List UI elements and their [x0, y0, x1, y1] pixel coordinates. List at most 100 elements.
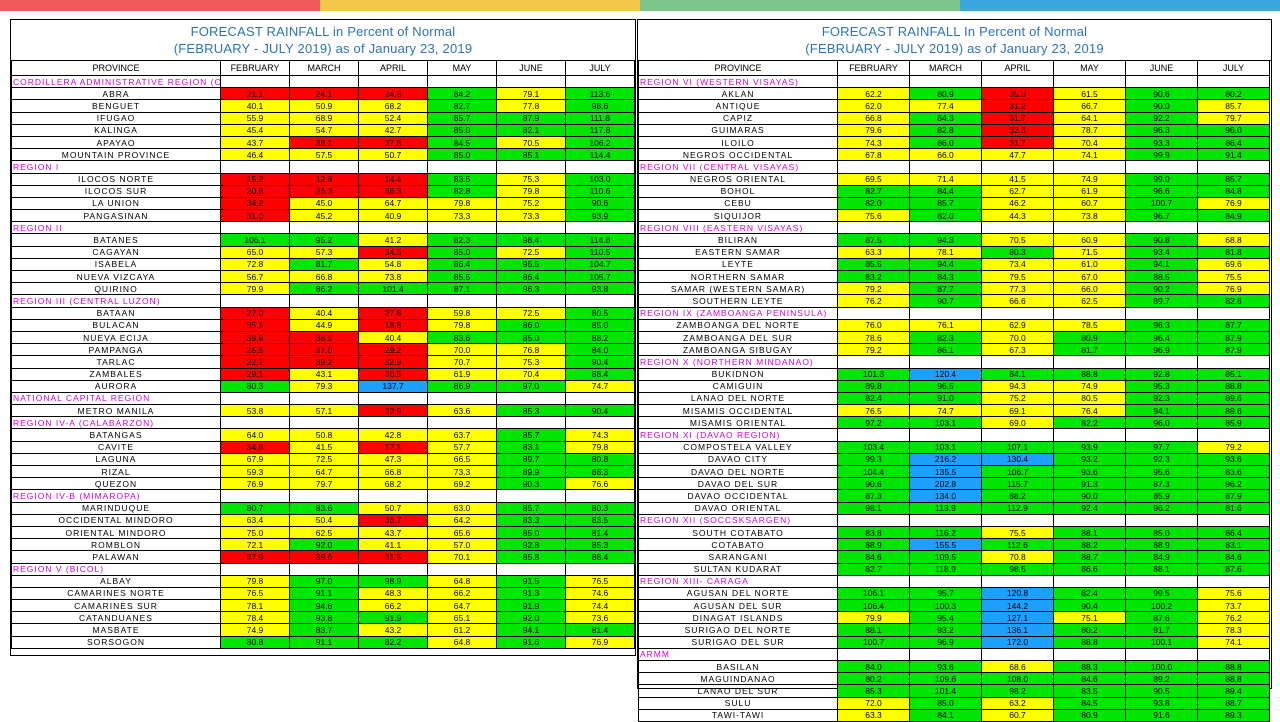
province-row: LANAO DEL SUR 85.3 101.4 98.2 83.5 90.5 89.4 [638, 684, 1270, 698]
empty-cell [909, 160, 982, 174]
rainfall-value-cell: 68.9 [289, 111, 359, 125]
rainfall-value-cell: 84.2 [427, 87, 497, 101]
rainfall-value-cell: 82.8 [427, 184, 497, 198]
rainfall-value-cell: 80.8 [220, 635, 290, 649]
rainfall-value-cell: 76.9 [220, 477, 290, 491]
rainfall-value-cell: 85.5 [427, 269, 497, 284]
column-header: FEBRUARY [220, 60, 290, 76]
empty-cell [496, 416, 566, 430]
rainfall-value-cell: 87.9 [496, 111, 566, 125]
rainfall-value-cell: 66.0 [1053, 282, 1126, 296]
rainfall-value-cell: 71.4 [909, 172, 982, 186]
empty-cell [220, 221, 290, 235]
province-row: BATANGAS 64.0 50.8 42.8 63.7 85.7 74.3 [11, 428, 635, 442]
empty-cell [220, 489, 290, 503]
empty-cell [909, 74, 982, 89]
rainfall-value-cell: 78.7 [1053, 123, 1126, 137]
rainfall-value-cell: 69.0 [981, 416, 1054, 430]
column-header: JUNE [1125, 60, 1198, 76]
province-name: GUIMARAS [638, 123, 838, 137]
rainfall-value-cell: 90.6 [565, 196, 635, 211]
rainfall-value-cell: 65.0 [220, 245, 290, 259]
empty-cell [1197, 647, 1270, 662]
province-row: PANGASINAN 31.0 45.2 40.9 73.3 73.3 93.9 [11, 209, 635, 223]
province-row: MARINDUQUE 80.7 83.6 50.7 63.0 85.7 80.3 [11, 501, 635, 515]
province-name: CEBU [638, 196, 838, 211]
province-row: SULU 72.0 85.0 63.2 84.5 93.8 88.7 [638, 696, 1270, 710]
rainfall-value-cell: 61.0 [1053, 257, 1126, 272]
rainfall-value-cell: 69.2 [427, 477, 497, 491]
rainfall-value-cell: 96.9 [909, 635, 982, 649]
rainfall-value-cell: 31.0 [220, 209, 290, 223]
province-row: CAMIGUIN 89.8 96.5 94.3 74.9 95.3 88.8 [638, 379, 1270, 393]
province-row: AGUSAN DEL SUR 106.4 100.3 144.2 90.4 100.2 73… [638, 599, 1270, 613]
rainfall-value-cell: 103.1 [909, 440, 982, 454]
empty-cell [496, 294, 566, 308]
rainfall-value-cell: 66.7 [1053, 99, 1126, 113]
province-row: QUIRINO 79.9 86.2 101.4 87.1 96.3 93.8 [11, 282, 635, 296]
rainfall-value-cell: 70.4 [1053, 135, 1126, 150]
province-name: LA UNION [11, 196, 221, 211]
rainfall-value-cell: 45.0 [289, 196, 359, 211]
rainfall-value-cell: 30.5 [358, 367, 428, 381]
rainfall-value-cell: 90.5 [1125, 684, 1198, 698]
rainfall-value-cell: 37.0 [289, 343, 359, 357]
region-label: REGION VI (WESTERN VISAYAS) [638, 74, 838, 89]
rainfall-value-cell: 97.0 [289, 574, 359, 588]
empty-cell [909, 513, 982, 527]
rainfall-value-cell: 97.0 [496, 379, 566, 393]
rainfall-value-cell: 84.0 [837, 659, 910, 674]
rainfall-value-cell: 89.3 [1197, 708, 1270, 722]
province-row: CAPIZ 66.8 84.3 31.7 64.1 92.2 79.7 [638, 111, 1270, 125]
province-row: AURORA 80.3 79.3 137.7 86.9 97.0 74.7 [11, 379, 635, 393]
empty-cell [1053, 355, 1126, 369]
province-name: ZAMBOANGA DEL SUR [638, 330, 838, 345]
empty-cell [837, 574, 910, 588]
empty-cell [427, 294, 497, 308]
rainfall-value-cell: 56.7 [220, 269, 290, 284]
empty-cell [909, 306, 982, 320]
rainfall-value-cell: 85.0 [1125, 525, 1198, 540]
rainfall-value-cell: 85.7 [1197, 172, 1270, 186]
rainfall-value-cell: 73.8 [1053, 209, 1126, 223]
province-name: LAGUNA [11, 452, 221, 467]
rainfall-value-cell: 93.4 [1125, 245, 1198, 259]
rainfall-value-cell: 70.8 [981, 550, 1054, 564]
province-row: SORSOGON 80.8 91.1 82.2 64.8 91.6 76.9 [11, 635, 635, 649]
rainfall-value-cell: 62.9 [981, 318, 1054, 332]
province-row: MISAMIS OCCIDENTAL 76.5 74.7 69.1 76.4 94.1 89… [638, 404, 1270, 418]
rainfall-value-cell: 85.0 [427, 245, 497, 259]
rainfall-value-cell: 104.7 [565, 257, 635, 272]
column-header: APRIL [981, 60, 1054, 76]
rainfall-value-cell: 87.1 [427, 282, 497, 296]
rainfall-value-cell: 87.3 [1125, 477, 1198, 491]
rainfall-value-cell: 84.1 [909, 708, 982, 722]
province-name: DAVAO CITY [638, 452, 838, 467]
rainfall-value-cell: 85.7 [1197, 99, 1270, 113]
rainfall-value-cell: 54.7 [289, 123, 359, 137]
province-row: CATANDUANES 78.4 93.8 91.9 65.1 92.0 73.6 [11, 611, 635, 625]
rainfall-value-cell: 34.6 [358, 245, 428, 259]
rainfall-value-cell: 120.8 [981, 586, 1054, 601]
empty-cell [1053, 513, 1126, 527]
province-row: ZAMBOANGA SIBUGAY 79.2 86.1 67.3 81.7 96.9 87.… [638, 343, 1270, 357]
province-row: MASBATE 74.9 83.7 43.2 61.2 94.1 81.4 [11, 623, 635, 637]
rainfall-value-cell: 85.9 [1197, 416, 1270, 430]
title-line-1: FORECAST RAINFALL in Percent of Normal [190, 24, 456, 39]
rainfall-value-cell: 91.6 [496, 635, 566, 649]
rainfall-value-cell: 80.2 [837, 672, 910, 686]
province-row: LAGUNA 67.9 72.5 47.3 66.5 89.7 80.8 [11, 452, 635, 467]
region-row: REGION IX (ZAMBOANGA PENINSULA) [638, 306, 1270, 320]
rainfall-value-cell: 89.7 [1125, 294, 1198, 308]
rainfall-value-cell: 96.3 [1125, 123, 1198, 137]
province-row: CAMARINES NORTE 76.5 91.1 48.3 66.2 91.3 74.6 [11, 586, 635, 601]
rainfall-value-cell: 74.6 [565, 586, 635, 601]
rainfall-value-cell: 90.4 [565, 355, 635, 369]
rainfall-value-cell: 130.4 [981, 452, 1054, 467]
rainfall-value-cell: 70.1 [427, 550, 497, 564]
rainfall-value-cell: 90.7 [909, 294, 982, 308]
rainfall-value-cell: 29.1 [220, 367, 290, 381]
rainfall-value-cell: 62.5 [1053, 294, 1126, 308]
rainfall-value-cell: 82.4 [1053, 586, 1126, 601]
region-row: REGION IV-B (MIMAROPA) [11, 489, 635, 503]
